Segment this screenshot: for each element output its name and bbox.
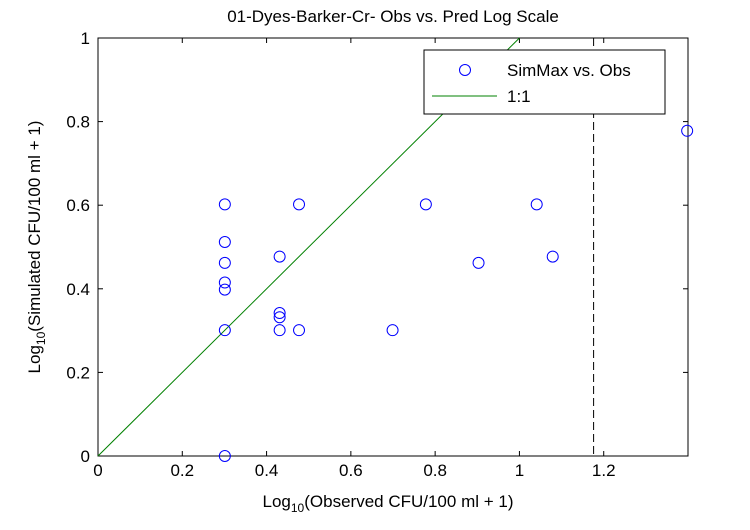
data-point bbox=[273, 324, 286, 337]
y-tick-label: 1 bbox=[81, 29, 90, 48]
legend-marker-simmax bbox=[459, 64, 471, 76]
data-point bbox=[218, 283, 231, 296]
y-tick-label: 0.6 bbox=[66, 196, 90, 215]
x-axis-label-subscript: 10 bbox=[291, 501, 305, 515]
x-tick-label: 1 bbox=[515, 461, 524, 480]
y-axis-label-text: (Simulated CFU/100 ml + 1) bbox=[25, 121, 44, 332]
data-point bbox=[273, 307, 286, 320]
x-tick-label: 0.6 bbox=[339, 461, 363, 480]
x-axis-label-text: (Observed CFU/100 ml + 1) bbox=[304, 492, 513, 511]
data-point bbox=[546, 250, 559, 263]
legend-label-one-to-one: 1:1 bbox=[507, 87, 531, 106]
y-axis-label-subscript: 10 bbox=[34, 331, 48, 345]
data-point bbox=[530, 198, 543, 211]
marker-series-layer bbox=[218, 124, 694, 462]
data-point bbox=[273, 311, 286, 324]
data-point bbox=[419, 198, 432, 211]
data-point bbox=[386, 324, 399, 337]
data-point bbox=[218, 198, 231, 211]
data-point bbox=[218, 256, 231, 269]
chart-title: 01-Dyes-Barker-Cr- Obs vs. Pred Log Scal… bbox=[227, 7, 559, 26]
x-axis-label-prefix: Log bbox=[263, 492, 291, 511]
axis-ticks: 0 0.2 0.4 0.6 0.8 1 1.2 0 0.2 0.4 0.6 0.8 1 bbox=[66, 29, 688, 480]
data-point bbox=[218, 276, 231, 289]
y-tick-label: 0 bbox=[81, 447, 90, 466]
data-point bbox=[293, 324, 306, 337]
legend-box bbox=[423, 49, 666, 115]
y-axis-label: Log10(Simulated CFU/100 ml + 1) bbox=[25, 121, 48, 374]
data-point bbox=[218, 450, 231, 462]
data-point bbox=[273, 250, 286, 263]
legend: SimMax vs. Obs 1:1 bbox=[423, 49, 666, 115]
y-axis-label-prefix: Log bbox=[25, 345, 44, 373]
y-tick-label: 0.2 bbox=[66, 363, 90, 382]
data-point bbox=[681, 124, 694, 137]
x-tick-label: 0.8 bbox=[423, 461, 447, 480]
y-tick-label: 0.8 bbox=[66, 113, 90, 132]
x-axis-label: Log10(Observed CFU/100 ml + 1) bbox=[263, 492, 514, 515]
legend-label-simmax: SimMax vs. Obs bbox=[507, 61, 631, 80]
data-point bbox=[472, 256, 485, 269]
data-point bbox=[293, 198, 306, 211]
x-tick-label: 1.2 bbox=[592, 461, 616, 480]
x-tick-label: 0 bbox=[93, 461, 102, 480]
x-tick-label: 0.2 bbox=[170, 461, 194, 480]
data-point bbox=[218, 235, 231, 248]
y-tick-label: 0.4 bbox=[66, 280, 90, 299]
data-point bbox=[218, 324, 231, 337]
x-tick-label: 0.4 bbox=[255, 461, 279, 480]
